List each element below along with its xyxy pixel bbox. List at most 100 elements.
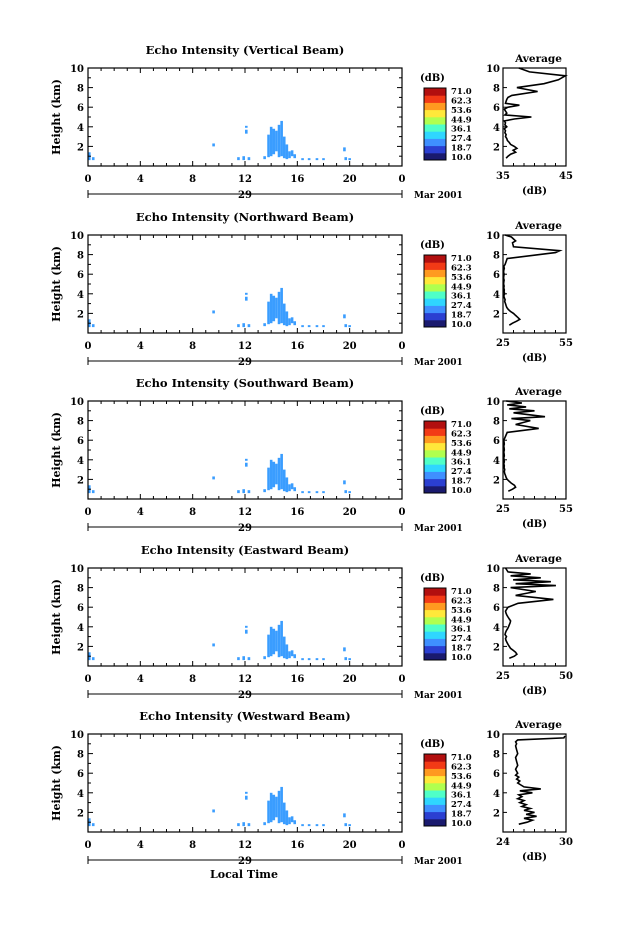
echo-cell [91, 490, 95, 494]
colorbar-tick-label: 62.3 [451, 596, 472, 606]
echo-cell [275, 130, 278, 152]
echo-cell [322, 658, 325, 661]
y-tick-label: 4 [77, 123, 84, 134]
colorbar-tick-label: 62.3 [451, 762, 472, 772]
y-tick-label: 6 [77, 603, 84, 614]
echo-cell [348, 824, 351, 827]
echo-cell [91, 823, 95, 827]
x-tick-label: 0 [399, 507, 406, 518]
echo-cell [288, 151, 291, 159]
echo-cell [245, 625, 248, 628]
echo-cell [315, 158, 319, 161]
y-tick-label: 10 [70, 730, 84, 741]
x-tick-label: 20 [343, 507, 357, 518]
echo-cell [263, 489, 266, 493]
colorbar-segment [424, 602, 446, 611]
colorbar-segment [424, 124, 446, 132]
colorbar-tick-label: 62.3 [451, 263, 472, 273]
x-tick-label: 12 [238, 341, 252, 352]
y-axis-label: Height (km) [50, 412, 63, 488]
colorbar-segment [424, 291, 446, 299]
y-tick-label: 10 [70, 397, 84, 408]
colorbar-unit: (dB) [420, 240, 445, 251]
average-title: Average [514, 53, 562, 65]
avg-y-tick-label: 6 [493, 769, 500, 780]
echo-cell [293, 487, 297, 492]
colorbar-segment [424, 152, 446, 161]
echo-cell [288, 484, 291, 492]
average-profile-line [504, 567, 556, 659]
colorbar-tick-label: 10.0 [451, 153, 472, 163]
colorbar-segment [424, 298, 446, 306]
colorbar-tick-label: 62.3 [451, 96, 472, 106]
echo-cell [301, 658, 304, 661]
colorbar-segment [424, 652, 446, 661]
echo-cell [343, 314, 346, 319]
colorbar-tick-label: 27.4 [451, 634, 472, 644]
panel-4: Echo Intensity (Westward Beam) Height (km… [50, 709, 573, 867]
avg-x-tick-label: 55 [559, 504, 573, 515]
echo-cell [282, 469, 286, 492]
echo-cell [245, 296, 248, 301]
colorbar-frame [423, 87, 447, 161]
echo-cell [290, 650, 294, 657]
echo-cell [343, 147, 346, 152]
colorbar-segment [424, 457, 446, 465]
x-tick-label: 12 [238, 840, 252, 851]
plot-frame [87, 67, 403, 167]
echo-cell [91, 657, 95, 661]
echo-cell [277, 457, 281, 491]
echo-cell [242, 156, 245, 161]
average-title: Average [514, 386, 562, 398]
colorbar-tick-label: 71.0 [451, 587, 472, 597]
echo-cell [275, 463, 278, 485]
colorbar-tick-label: 71.0 [451, 420, 472, 430]
x-tick-label: 20 [343, 341, 357, 352]
panel-3: Echo Intensity (Eastward Beam) Height (km… [50, 543, 573, 701]
echo-cell [290, 150, 294, 157]
y-tick-label: 4 [77, 456, 84, 467]
average-frame [502, 67, 567, 167]
avg-y-tick-label: 2 [493, 808, 500, 819]
colorbar-tick-label: 44.9 [451, 781, 472, 791]
panel-title: Echo Intensity (Westward Beam) [139, 709, 350, 723]
panel-title: Echo Intensity (Eastward Beam) [141, 543, 349, 557]
y-tick-label: 6 [77, 103, 84, 114]
avg-y-tick-label: 6 [493, 270, 500, 281]
x-tick-label: 16 [290, 840, 304, 851]
x-tick-label: 12 [238, 174, 252, 185]
colorbar-segment [424, 442, 446, 451]
y-tick-label: 6 [77, 270, 84, 281]
echo-cell [301, 491, 304, 494]
echo-cell [272, 461, 276, 488]
echo-cell [277, 790, 281, 824]
avg-x-label: (dB) [522, 519, 547, 530]
echo-cell [315, 824, 319, 827]
echo-cell [247, 823, 251, 827]
colorbar-unit: (dB) [420, 573, 445, 584]
echo-cell [280, 786, 283, 823]
echo-cell [245, 791, 248, 794]
colorbar-tick-label: 36.1 [451, 458, 472, 468]
echo-cell [290, 816, 294, 823]
echo-cell [344, 157, 348, 161]
colorbar-frame [423, 254, 447, 328]
colorbar-segment [424, 797, 446, 805]
y-tick-label: 4 [77, 789, 84, 800]
colorbar-tick-label: 53.6 [451, 273, 472, 283]
x-tick-label: 0 [85, 674, 92, 685]
avg-y-tick-label: 8 [493, 750, 500, 761]
y-axis-label: Height (km) [50, 579, 63, 655]
echo-cell [275, 630, 278, 652]
avg-x-tick-label: 25 [496, 671, 510, 682]
colorbar-segment [424, 761, 446, 769]
colorbar-segment [424, 485, 446, 494]
avg-x-tick-label: 45 [559, 171, 573, 182]
echo-cell [322, 158, 325, 161]
echo-cell [237, 823, 240, 827]
colorbar-segment [424, 88, 446, 96]
avg-y-tick-label: 4 [493, 456, 500, 467]
plot-frame [87, 567, 403, 667]
echo-cell [242, 656, 245, 661]
day-label: 29 [238, 357, 252, 368]
